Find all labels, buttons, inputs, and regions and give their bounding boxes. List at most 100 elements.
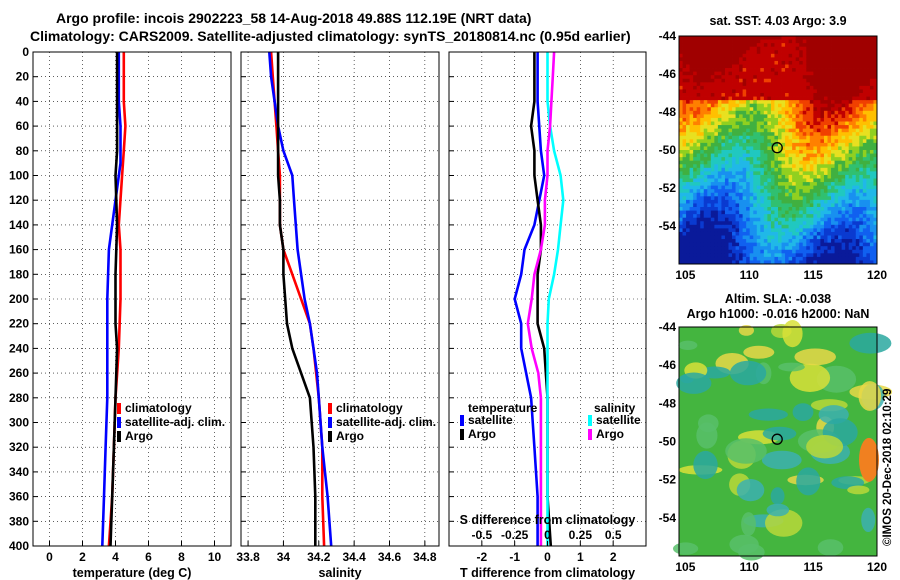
sst-cell xyxy=(802,82,807,87)
sst-cell xyxy=(763,217,768,222)
sst-cell xyxy=(823,150,828,154)
sst-cell xyxy=(802,68,807,73)
sst-cell xyxy=(739,246,744,251)
sst-cell xyxy=(834,53,839,58)
sst-cell xyxy=(845,174,850,179)
sst-cell xyxy=(703,114,708,119)
sst-cell xyxy=(823,199,828,204)
sst-cell xyxy=(816,50,821,55)
sst-cell xyxy=(802,178,807,183)
sst-cell xyxy=(845,260,850,265)
sst-cell xyxy=(778,85,782,90)
sst-cell xyxy=(806,196,811,201)
sst-cell xyxy=(686,75,691,80)
sst-cell xyxy=(852,78,857,83)
sst-cell xyxy=(686,196,691,201)
sst-cell xyxy=(845,171,850,176)
sst-cell xyxy=(728,93,733,97)
sst-cell xyxy=(809,53,814,58)
depth-tick-label: 400 xyxy=(9,539,29,553)
sst-cell xyxy=(767,135,772,140)
sst-cell xyxy=(799,36,804,40)
sst-cell xyxy=(724,53,729,58)
sst-cell xyxy=(739,78,744,83)
sst-cell xyxy=(792,256,797,261)
sst-cell xyxy=(742,60,747,65)
sst-cell xyxy=(770,82,775,87)
sst-cell xyxy=(838,164,843,169)
sst-cell xyxy=(774,68,779,73)
sst-cell xyxy=(739,128,744,133)
sst-cell xyxy=(866,110,871,115)
sst-cell xyxy=(781,242,786,247)
sst-cell xyxy=(834,224,839,229)
sst-cell xyxy=(714,96,719,101)
sst-cell xyxy=(763,246,768,251)
sst-cell xyxy=(809,103,814,108)
sst-cell xyxy=(742,132,747,137)
sst-cell xyxy=(682,199,687,204)
sst-cell xyxy=(696,157,701,162)
sst-cell xyxy=(774,217,779,222)
sst-cell xyxy=(806,50,811,55)
sst-cell xyxy=(831,57,835,62)
sst-cell xyxy=(774,203,779,208)
depth-tick-label: 280 xyxy=(9,391,29,405)
sst-cell xyxy=(724,224,729,229)
sst-cell xyxy=(774,192,779,197)
sst-cell xyxy=(721,239,726,244)
sst-cell xyxy=(806,146,811,151)
sst-cell xyxy=(686,174,691,179)
sst-cell xyxy=(749,121,754,126)
sst-cell xyxy=(686,192,691,197)
sst-cell xyxy=(813,249,818,254)
sst-cell xyxy=(834,235,839,240)
sst-cell xyxy=(869,164,874,169)
sst-cell xyxy=(781,217,786,222)
sst-cell xyxy=(746,60,751,65)
sst-cell xyxy=(816,239,821,244)
sst-cell xyxy=(689,153,694,158)
sst-cell xyxy=(834,160,839,165)
sst-cell xyxy=(781,160,786,165)
sst-cell xyxy=(831,153,835,158)
sst-cell xyxy=(696,246,701,251)
sst-cell xyxy=(753,85,758,90)
sst-cell xyxy=(767,185,772,190)
sst-cell xyxy=(682,139,687,144)
sst-cell xyxy=(700,146,705,151)
sst-cell xyxy=(859,153,864,158)
sst-cell xyxy=(728,210,733,215)
sst-cell xyxy=(696,228,701,233)
sst-cell xyxy=(732,89,736,94)
sst-cell xyxy=(742,96,747,101)
x-tick-label: -2 xyxy=(476,550,487,564)
sst-cell xyxy=(732,107,736,112)
sst-cell xyxy=(770,110,775,115)
sst-cell xyxy=(753,50,758,55)
sst-cell xyxy=(799,224,804,229)
sst-cell xyxy=(693,260,698,265)
sst-cell xyxy=(820,135,825,140)
sst-cell xyxy=(707,153,712,158)
sla-anomaly-blob xyxy=(792,403,814,421)
sst-cell xyxy=(785,78,790,83)
sst-cell xyxy=(742,142,747,147)
sst-cell xyxy=(785,135,790,140)
sst-cell xyxy=(778,103,782,108)
sst-cell xyxy=(774,182,779,187)
sla-anomaly-blob xyxy=(770,487,785,505)
sst-cell xyxy=(739,117,744,122)
sst-cell xyxy=(834,189,839,194)
sst-cell xyxy=(739,135,744,140)
sst-cell xyxy=(746,103,751,108)
sst-cell xyxy=(848,199,853,204)
sst-cell xyxy=(714,182,719,187)
sst-cell xyxy=(689,167,694,172)
sst-cell xyxy=(682,132,687,137)
sst-cell xyxy=(788,117,793,122)
sst-cell xyxy=(862,85,867,90)
sst-cell xyxy=(802,239,807,244)
sst-cell xyxy=(742,160,747,165)
sst-cell xyxy=(682,53,687,58)
